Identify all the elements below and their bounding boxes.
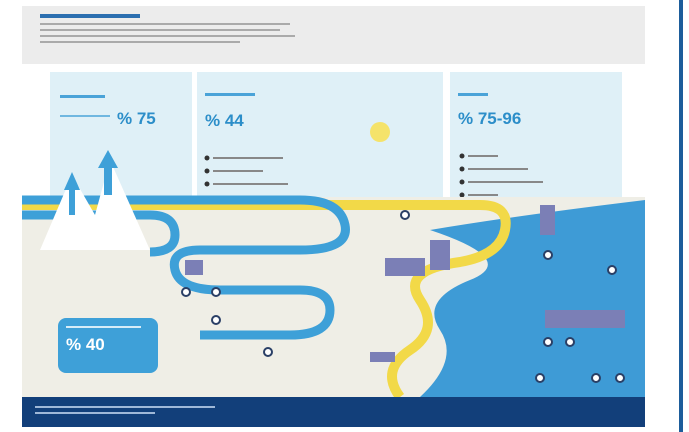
panel <box>197 72 443 197</box>
header-text <box>40 29 280 31</box>
edge-bar <box>679 0 683 432</box>
mountains <box>40 160 150 250</box>
callout-text <box>66 326 141 328</box>
river-blue <box>22 210 180 257</box>
markers <box>181 210 625 383</box>
river-blue <box>22 195 350 340</box>
header-title <box>40 14 140 18</box>
sea <box>420 200 645 397</box>
panel-title <box>60 95 105 98</box>
bullets <box>204 153 543 198</box>
header-text <box>40 35 295 37</box>
arrow <box>64 172 80 215</box>
footer-text <box>35 406 215 408</box>
panel-value: % 75 <box>117 109 156 128</box>
panel-value: % 44 <box>205 111 244 130</box>
header-text <box>40 23 290 25</box>
header-text <box>40 41 240 43</box>
callout-value: % 40 <box>66 335 105 354</box>
panel-value: % 75-96 <box>458 109 521 128</box>
callout <box>58 318 158 373</box>
panel <box>450 72 622 197</box>
panel-title <box>458 93 488 96</box>
arrow <box>98 150 118 195</box>
panel-text <box>60 115 110 117</box>
sun <box>370 122 390 142</box>
buildings <box>185 205 625 362</box>
footer-text <box>35 412 155 414</box>
panel-title <box>205 93 255 96</box>
